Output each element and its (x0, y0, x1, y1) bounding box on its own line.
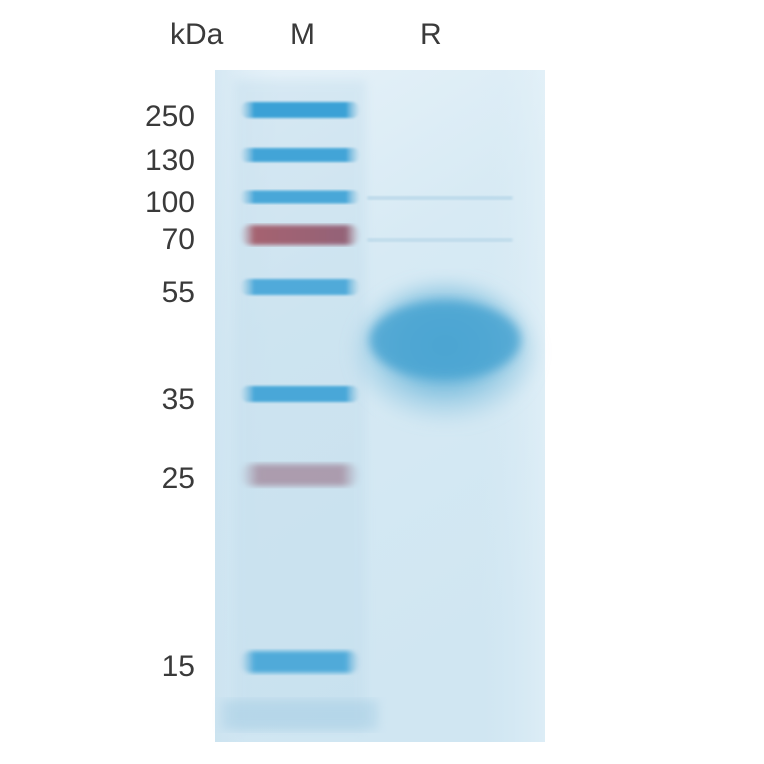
marker-band-55 (240, 279, 360, 295)
sample-faint-band-1 (368, 238, 513, 242)
sample-faint-band-0 (368, 196, 513, 200)
marker-band-100 (240, 191, 360, 204)
figure-canvas: kDa M R 250 130 100 70 55 35 25 15 (0, 0, 764, 764)
marker-band-25 (240, 464, 360, 486)
marker-band-130 (240, 148, 360, 162)
marker-band-70 (240, 225, 360, 245)
marker-band-15 (240, 651, 360, 673)
marker-band-250 (240, 102, 360, 118)
sample-main-band (370, 301, 521, 379)
gel-image (0, 0, 764, 764)
marker-band-35 (240, 386, 360, 402)
dye-front (222, 700, 378, 730)
